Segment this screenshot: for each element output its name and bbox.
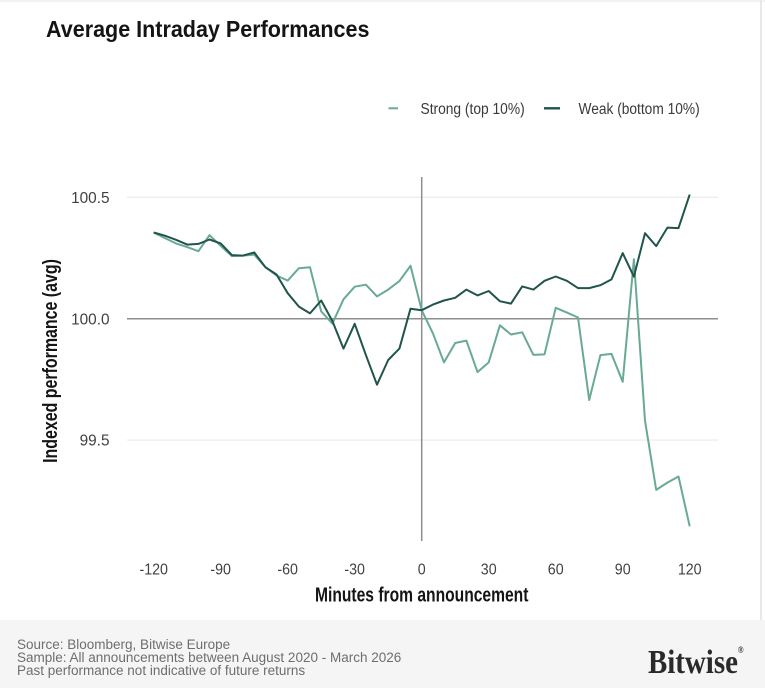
svg-text:Minutes from announcement: Minutes from announcement — [315, 584, 528, 606]
svg-text:90: 90 — [615, 561, 631, 579]
svg-text:60: 60 — [548, 561, 564, 579]
svg-text:100.5: 100.5 — [71, 190, 110, 207]
svg-text:-60: -60 — [277, 561, 298, 579]
svg-text:100.0: 100.0 — [71, 311, 110, 328]
svg-text:Weak (bottom 10%): Weak (bottom 10%) — [579, 101, 700, 118]
svg-text:-30: -30 — [344, 561, 365, 579]
svg-text:Strong (top 10%): Strong (top 10%) — [421, 101, 525, 118]
svg-text:-120: -120 — [139, 561, 167, 579]
svg-text:Indexed performance (avg): Indexed performance (avg) — [39, 259, 61, 463]
svg-text:-90: -90 — [210, 561, 231, 579]
svg-text:120: 120 — [678, 561, 702, 579]
svg-text:99.5: 99.5 — [80, 432, 110, 449]
svg-text:30: 30 — [481, 561, 497, 579]
svg-text:0: 0 — [418, 561, 426, 579]
